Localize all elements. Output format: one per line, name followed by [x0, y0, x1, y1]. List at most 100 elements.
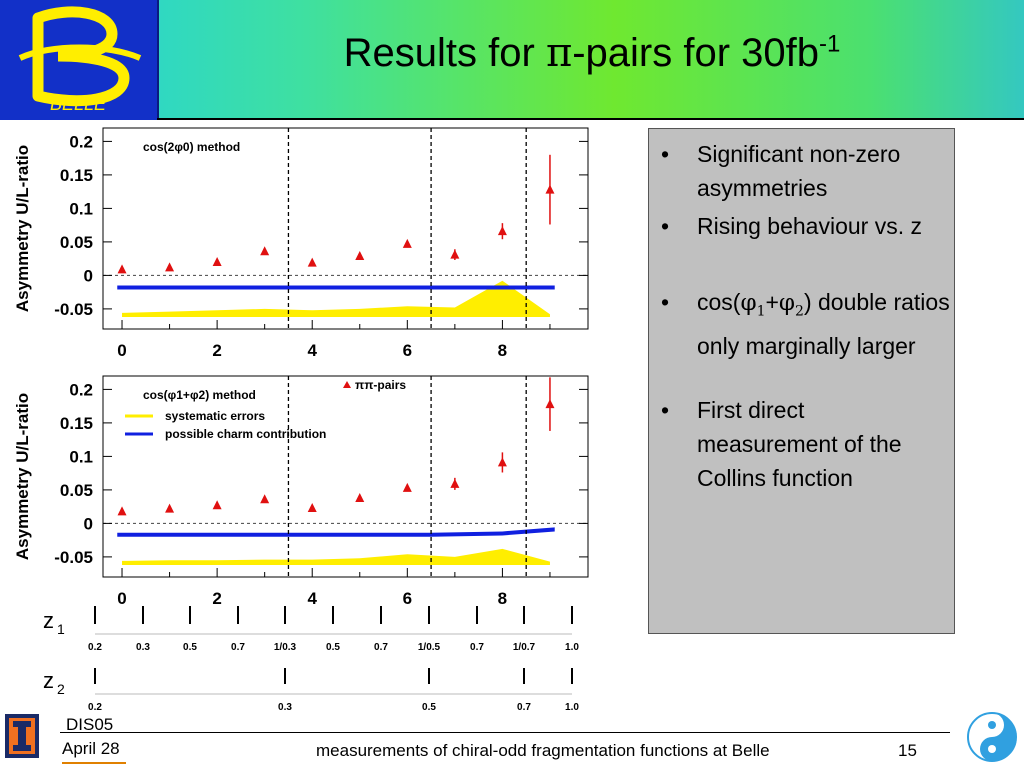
data-point	[355, 492, 365, 502]
plot-svg-2: 0.20.150.10.050-0.0502468combined z-binA…	[13, 375, 589, 608]
z2-tick-label: 0.3	[278, 702, 292, 713]
x-tick-label: 8	[498, 589, 507, 608]
data-point	[307, 257, 317, 267]
z2-label: z	[43, 668, 54, 693]
phi1-symbol: φ	[740, 290, 757, 316]
footer-rule	[60, 732, 950, 733]
title-middle: -pairs for 30fb	[572, 31, 820, 75]
bullet-text: cos(φ1+φ2) double ratios only marginally…	[697, 285, 951, 363]
bullet-text-prefix: cos(	[697, 289, 741, 315]
data-point	[545, 399, 555, 409]
x-tick-label: 2	[212, 589, 221, 608]
legend-pipi-label: ππ-pairs	[355, 378, 406, 392]
belle-logo-text: BELLE	[50, 94, 107, 114]
data-point	[260, 246, 270, 256]
y-axis-label: Asymmetry U/L-ratio	[13, 393, 32, 560]
yinyang-icon	[967, 712, 1017, 762]
data-point	[497, 457, 507, 467]
y-tick-label: 0.05	[60, 233, 93, 252]
footer-event: DIS05	[66, 715, 114, 734]
z1-tick-label: 1.0	[565, 642, 579, 653]
data-point	[165, 503, 175, 513]
data-point	[307, 502, 317, 512]
z1-tick-label: 0.7	[374, 642, 388, 653]
x-tick-label: 4	[307, 589, 317, 608]
bullet-marker: •	[661, 213, 670, 239]
z2-tick-label: 0.7	[517, 702, 531, 713]
data-point	[355, 250, 365, 260]
y-tick-label: 0.1	[69, 447, 93, 466]
asymmetry-plot-cosphi1phi2: 0.20.150.10.050-0.0502468combined z-binA…	[8, 372, 593, 612]
z1-tick-label: 0.5	[183, 642, 197, 653]
data-point	[497, 226, 507, 236]
title-prefix: Results for	[343, 31, 546, 75]
z-scales-svg: z 1z 20.2 0.3 0.5 0.7 1/0.3 0.5 0.7 1/0.5 0.7 1/0.7…	[43, 606, 579, 713]
data-point	[212, 257, 222, 266]
z2-tick-label: 0.5	[422, 702, 436, 713]
title-rule	[157, 118, 1024, 120]
footer-text: measurements of chiral-odd fragmentation…	[316, 741, 770, 760]
y-tick-label: -0.05	[54, 300, 93, 319]
yinyang-logo	[966, 710, 1018, 764]
x-tick-label: 6	[403, 341, 412, 360]
data-point	[450, 478, 460, 488]
y-tick-label: 0	[84, 514, 93, 533]
z1-label: z	[43, 608, 54, 633]
bullet-marker: •	[661, 397, 670, 423]
bullet-text: Rising behaviour vs. z	[697, 213, 922, 239]
legend-pipi-marker	[343, 381, 351, 388]
phi2-symbol: φ	[778, 290, 796, 316]
slide-header	[0, 0, 1024, 120]
z1-tick-label: 1/0.5	[418, 642, 441, 653]
charm-contribution-band	[117, 527, 555, 537]
bullet-text: Significant non-zero asymmetries	[697, 141, 901, 201]
z1-tick-label: 0.2	[88, 642, 102, 653]
z1-tick-label: 1/0.3	[274, 642, 297, 653]
y-tick-label: 0.15	[60, 166, 93, 185]
legend-charm-label: possible charm contribution	[165, 427, 326, 441]
data-point	[402, 482, 412, 492]
bullet-text: First direct measurement of the Collins …	[697, 397, 902, 491]
y-tick-label: 0	[84, 266, 93, 285]
data-point	[117, 264, 127, 274]
x-tick-label: 0	[117, 589, 126, 608]
y-tick-label: 0.1	[69, 199, 93, 218]
bullet-item-4: • First direct measurement of the Collin…	[661, 393, 951, 495]
illinois-logo	[3, 712, 47, 766]
data-point	[117, 506, 127, 516]
data-point	[165, 262, 175, 272]
bullet-text-suffix: ) double ratios only marginally larger	[697, 289, 950, 359]
z1-tick-label: 0.7	[231, 642, 245, 653]
data-point	[545, 184, 555, 194]
legend-systematic-label: systematic errors	[165, 409, 265, 423]
title-pi-symbol: π	[545, 30, 573, 76]
z1-tick-label: 0.3	[136, 642, 150, 653]
page-number: 15	[898, 741, 917, 760]
z1-tick-label: 0.7	[470, 642, 484, 653]
bullet-item-2: • Rising behaviour vs. z	[661, 209, 951, 243]
summary-box: • Significant non-zero asymmetries • Ris…	[648, 128, 955, 634]
z2-subscript: 2	[57, 681, 65, 697]
x-tick-label: 0	[117, 341, 126, 360]
z1-subscript: 1	[57, 621, 65, 637]
phi1-sub: 1	[756, 303, 766, 320]
asymmetry-plot-cos2phi0: 0.20.150.10.050-0.0502468combined z-binA…	[8, 124, 593, 364]
bullet-marker: •	[661, 141, 670, 167]
belle-logo: BELLE	[0, 0, 159, 120]
data-point	[402, 238, 412, 248]
systematic-error-band	[122, 280, 550, 317]
z1-tick-label: 0.5	[326, 642, 340, 653]
y-tick-label: 0.2	[69, 380, 93, 399]
footer-date-rule	[62, 762, 126, 764]
y-tick-label: -0.05	[54, 548, 93, 567]
title-superscript: -1	[819, 30, 841, 58]
belle-b-icon: BELLE	[18, 6, 142, 114]
y-axis-label: Asymmetry U/L-ratio	[13, 145, 32, 312]
z1-tick-label: 1/0.7	[513, 642, 536, 653]
data-point	[260, 494, 270, 504]
systematic-error-band	[122, 548, 550, 565]
x-tick-label: 6	[403, 589, 412, 608]
x-tick-label: 8	[498, 341, 507, 360]
bullet-item-1: • Significant non-zero asymmetries	[661, 137, 951, 205]
phi2-sub: 2	[795, 303, 804, 320]
